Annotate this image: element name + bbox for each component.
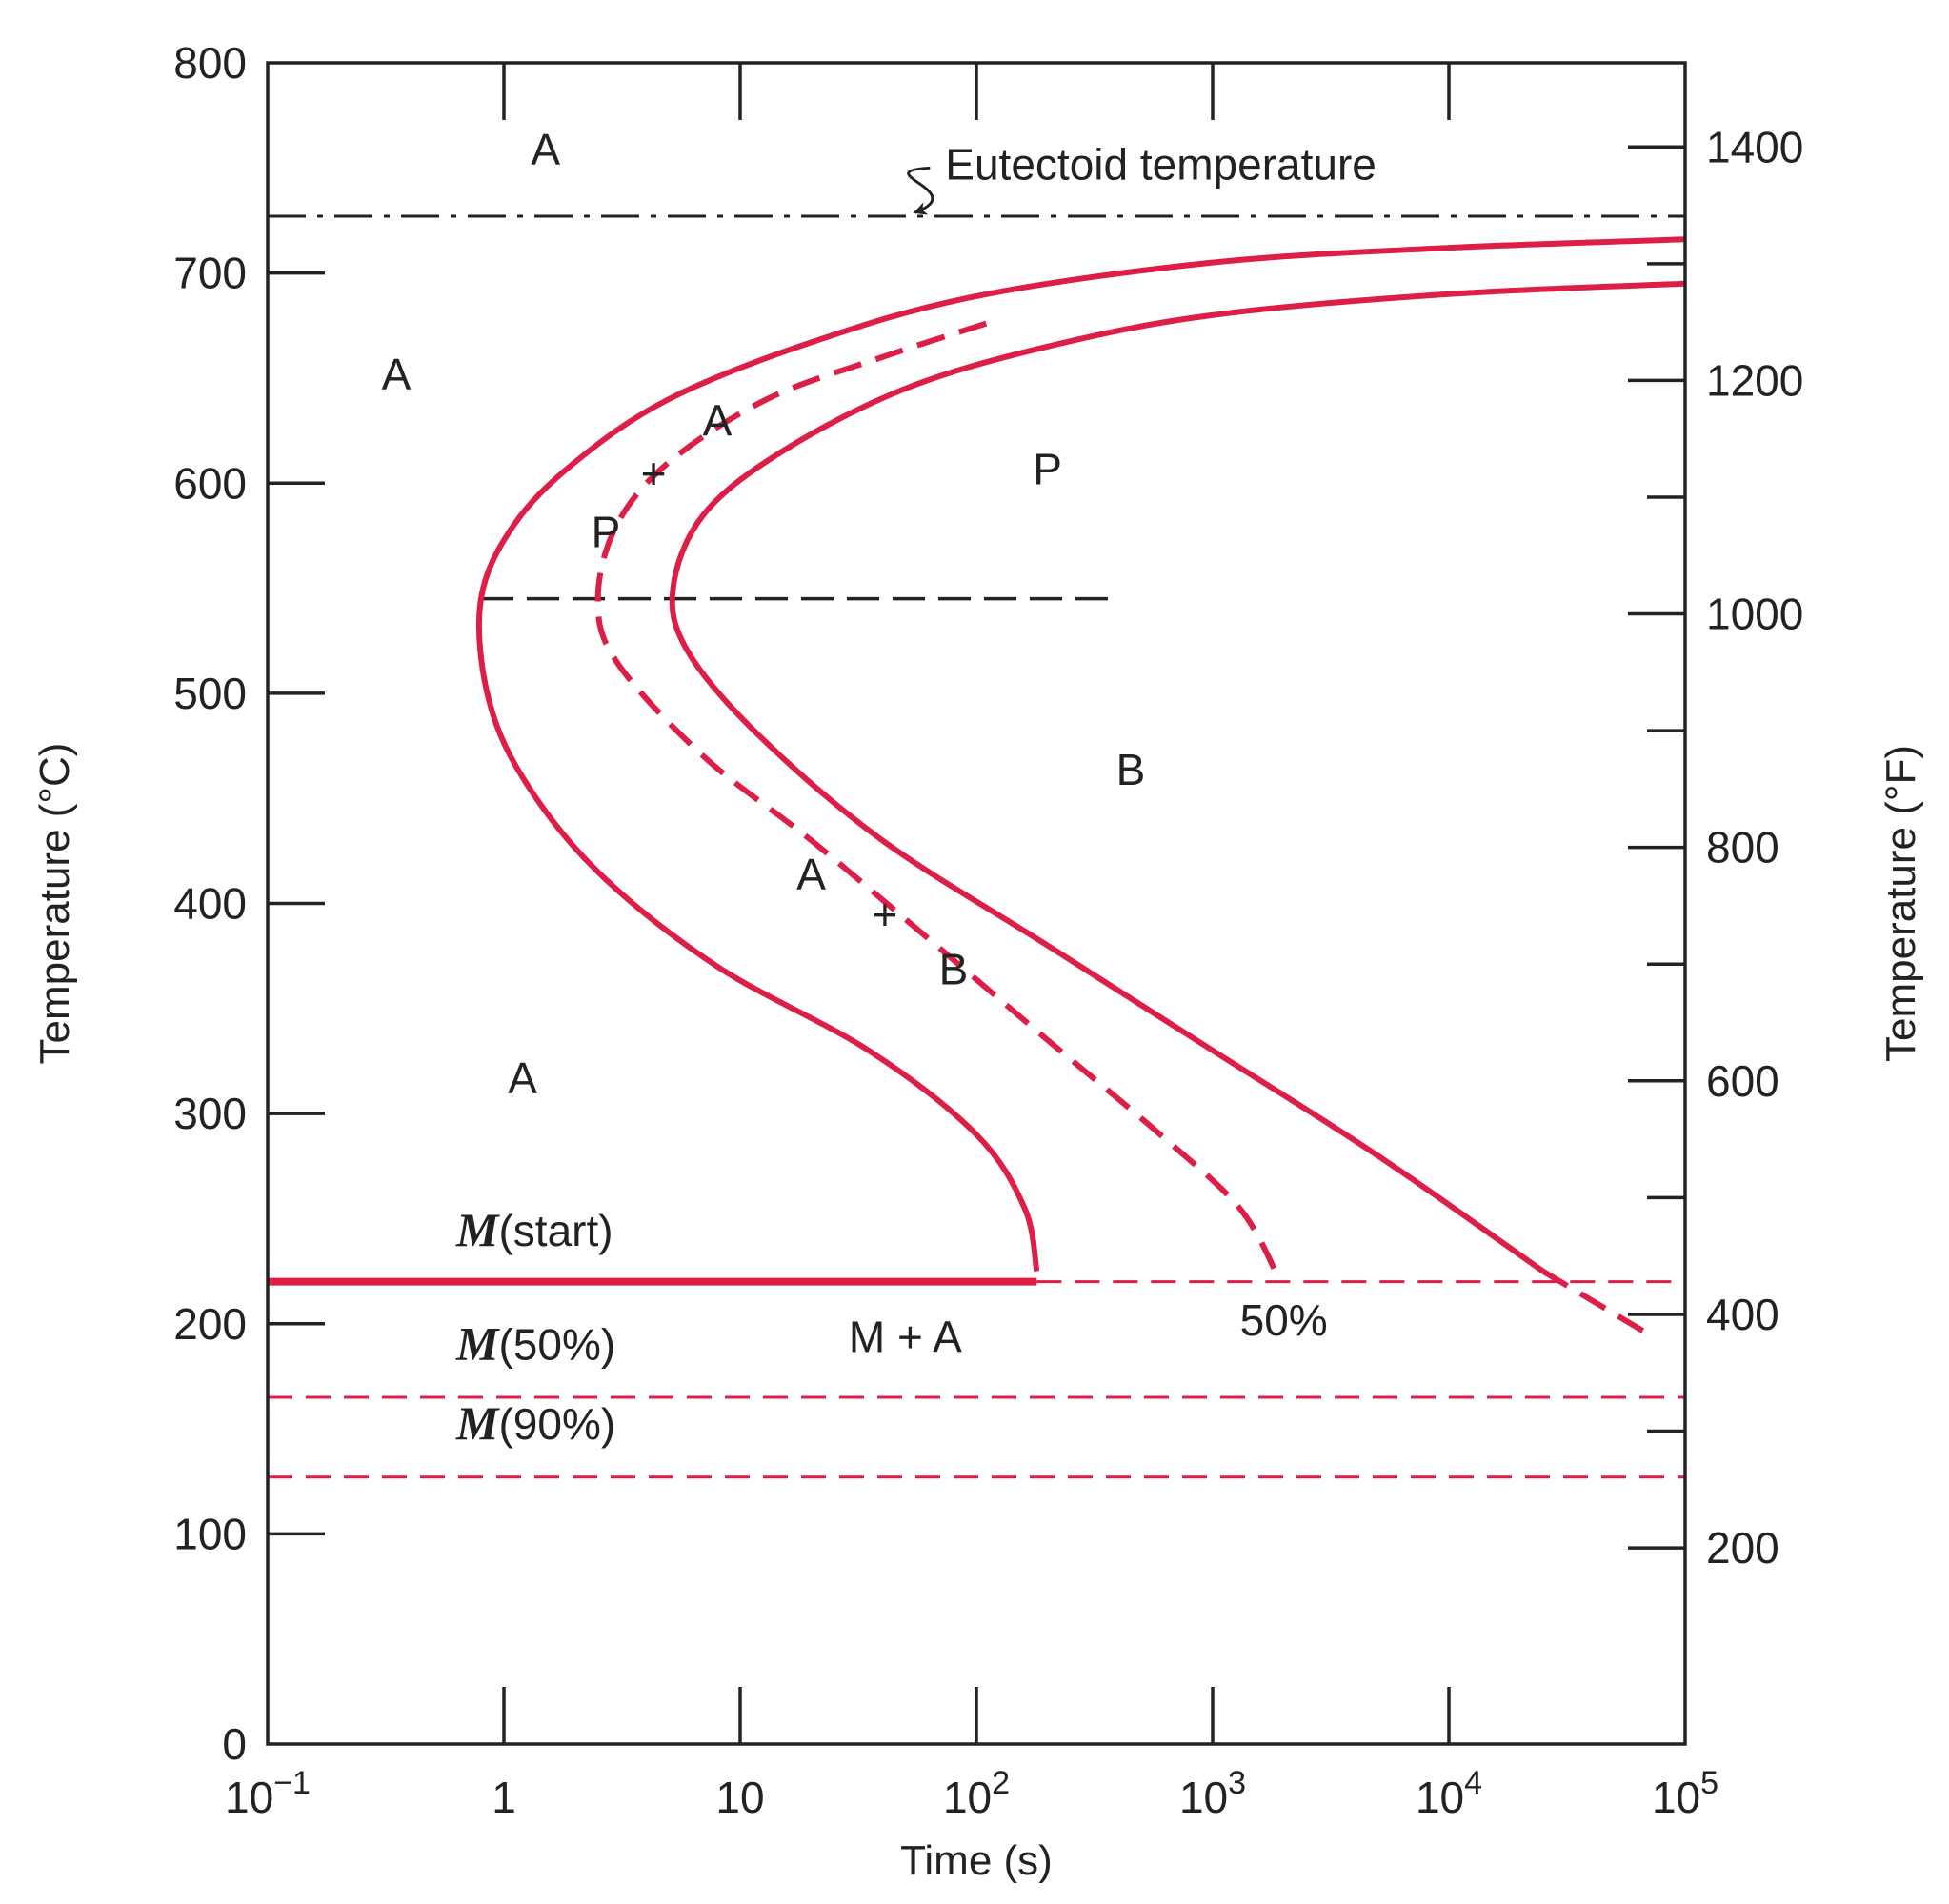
y-right-tick-label: 400: [1706, 1290, 1779, 1339]
y-right-tick-label: 600: [1706, 1056, 1779, 1106]
y-right-tick-label: 800: [1706, 823, 1779, 872]
curve-half: [594, 320, 1281, 1279]
y-left-tick-label: 200: [173, 1299, 247, 1349]
y-left-tick-label: 0: [222, 1719, 247, 1769]
x-axis-title: Time (s): [900, 1837, 1053, 1884]
x-tick-label: 104: [1416, 1765, 1482, 1822]
y-left-tick-label: 700: [173, 249, 247, 298]
region-a-mid: A: [703, 396, 733, 446]
curve-finish: [669, 280, 1686, 1274]
region-m-a: M + A: [849, 1313, 962, 1362]
y-right-tick-label: 1400: [1706, 122, 1803, 171]
curve-finish-tail: [1541, 1269, 1651, 1337]
region-p-right: P: [1033, 444, 1062, 493]
region-a-lower-mid: A: [796, 850, 826, 899]
m-90-label: M(90%): [455, 1396, 615, 1450]
region-plus-2: +: [873, 890, 898, 939]
text-layer: 0 100 200 300 400 500 600 700 800 200 400 600 800 100…: [31, 38, 1924, 1884]
x-tick-label: 102: [943, 1765, 1010, 1822]
region-b-right: B: [1116, 745, 1146, 794]
m-50-label: M(50%): [455, 1316, 615, 1370]
axis-ticks: [268, 63, 1685, 1744]
y-right-tick-label: 1200: [1706, 355, 1803, 405]
x-tick-label: 10: [715, 1773, 764, 1822]
curve-start: [475, 236, 1686, 1273]
eutectoid-label: Eutectoid temperature: [945, 139, 1376, 189]
y-left-axis-title: Temperature (°C): [31, 743, 78, 1065]
curve-layer: [475, 236, 1686, 1337]
y-left-tick-label: 500: [173, 669, 247, 718]
reference-lines: [268, 214, 1685, 1479]
y-right-axis-title: Temperature (°F): [1878, 745, 1924, 1062]
region-b-mid: B: [939, 944, 969, 993]
region-a-left: A: [382, 350, 412, 399]
x-tick-label: 1: [492, 1773, 516, 1822]
y-left-tick-label: 600: [173, 458, 247, 508]
region-a-top: A: [531, 125, 560, 174]
y-right-tick-label: 1000: [1706, 590, 1803, 639]
y-right-tick-label: 200: [1706, 1523, 1779, 1573]
y-left-tick-label: 400: [173, 879, 247, 929]
x-tick-label: 103: [1179, 1765, 1246, 1822]
region-p-mid: P: [592, 508, 621, 557]
x-tick-label: 105: [1652, 1765, 1718, 1822]
region-a-bottom: A: [508, 1053, 537, 1103]
eutectoid-arrow: [907, 166, 934, 215]
y-left-tick-label: 800: [173, 38, 247, 88]
region-plus-1: +: [641, 449, 667, 498]
half-percent: 50%: [1240, 1295, 1328, 1345]
m-start-label: M(start): [455, 1203, 613, 1256]
y-left-tick-label: 300: [173, 1089, 247, 1138]
y-left-tick-label: 100: [173, 1509, 247, 1558]
x-tick-label: 10−1: [225, 1765, 311, 1822]
